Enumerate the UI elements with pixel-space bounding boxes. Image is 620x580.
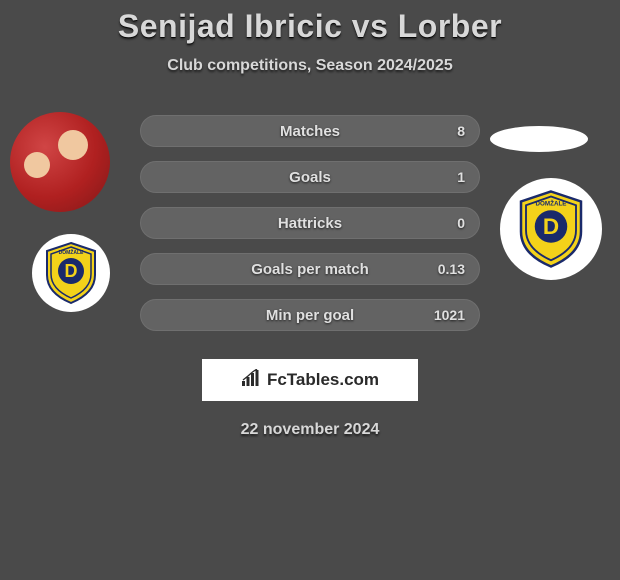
svg-text:D: D (65, 261, 78, 281)
stat-row: Goals1 (140, 161, 480, 193)
stat-value: 8 (457, 123, 465, 139)
stat-label: Goals per match (141, 261, 479, 278)
player-left-avatar (10, 112, 110, 212)
stat-value: 1021 (434, 307, 465, 323)
svg-text:DOMŽALE: DOMŽALE (536, 199, 567, 207)
site-attribution: FcTables.com (202, 359, 418, 401)
stat-value: 0 (457, 215, 465, 231)
svg-text:D: D (543, 214, 559, 239)
club-badge-left: D DOMŽALE (32, 234, 110, 312)
page-title: Senijad Ibricic vs Lorber (0, 8, 620, 45)
stat-label: Goals (141, 169, 479, 186)
stat-label: Hattricks (141, 215, 479, 232)
player-right-avatar-placeholder (490, 126, 588, 152)
stat-row: Min per goal1021 (140, 299, 480, 331)
shield-icon: D DOMŽALE (516, 189, 586, 269)
club-badge-right: D DOMŽALE (500, 178, 602, 280)
date-label: 22 november 2024 (0, 421, 620, 439)
stat-row: Matches8 (140, 115, 480, 147)
stat-label: Min per goal (141, 307, 479, 324)
infographic-container: Senijad Ibricic vs Lorber Club competiti… (0, 0, 620, 580)
stat-value: 0.13 (438, 261, 465, 277)
svg-text:DOMŽALE: DOMŽALE (59, 248, 84, 256)
shield-icon: D DOMŽALE (43, 241, 99, 305)
site-label: FcTables.com (267, 370, 379, 390)
stat-row: Goals per match0.13 (140, 253, 480, 285)
stat-value: 1 (457, 169, 465, 185)
subtitle: Club competitions, Season 2024/2025 (0, 57, 620, 75)
chart-icon (241, 369, 261, 392)
stat-label: Matches (141, 123, 479, 140)
stat-row: Hattricks0 (140, 207, 480, 239)
